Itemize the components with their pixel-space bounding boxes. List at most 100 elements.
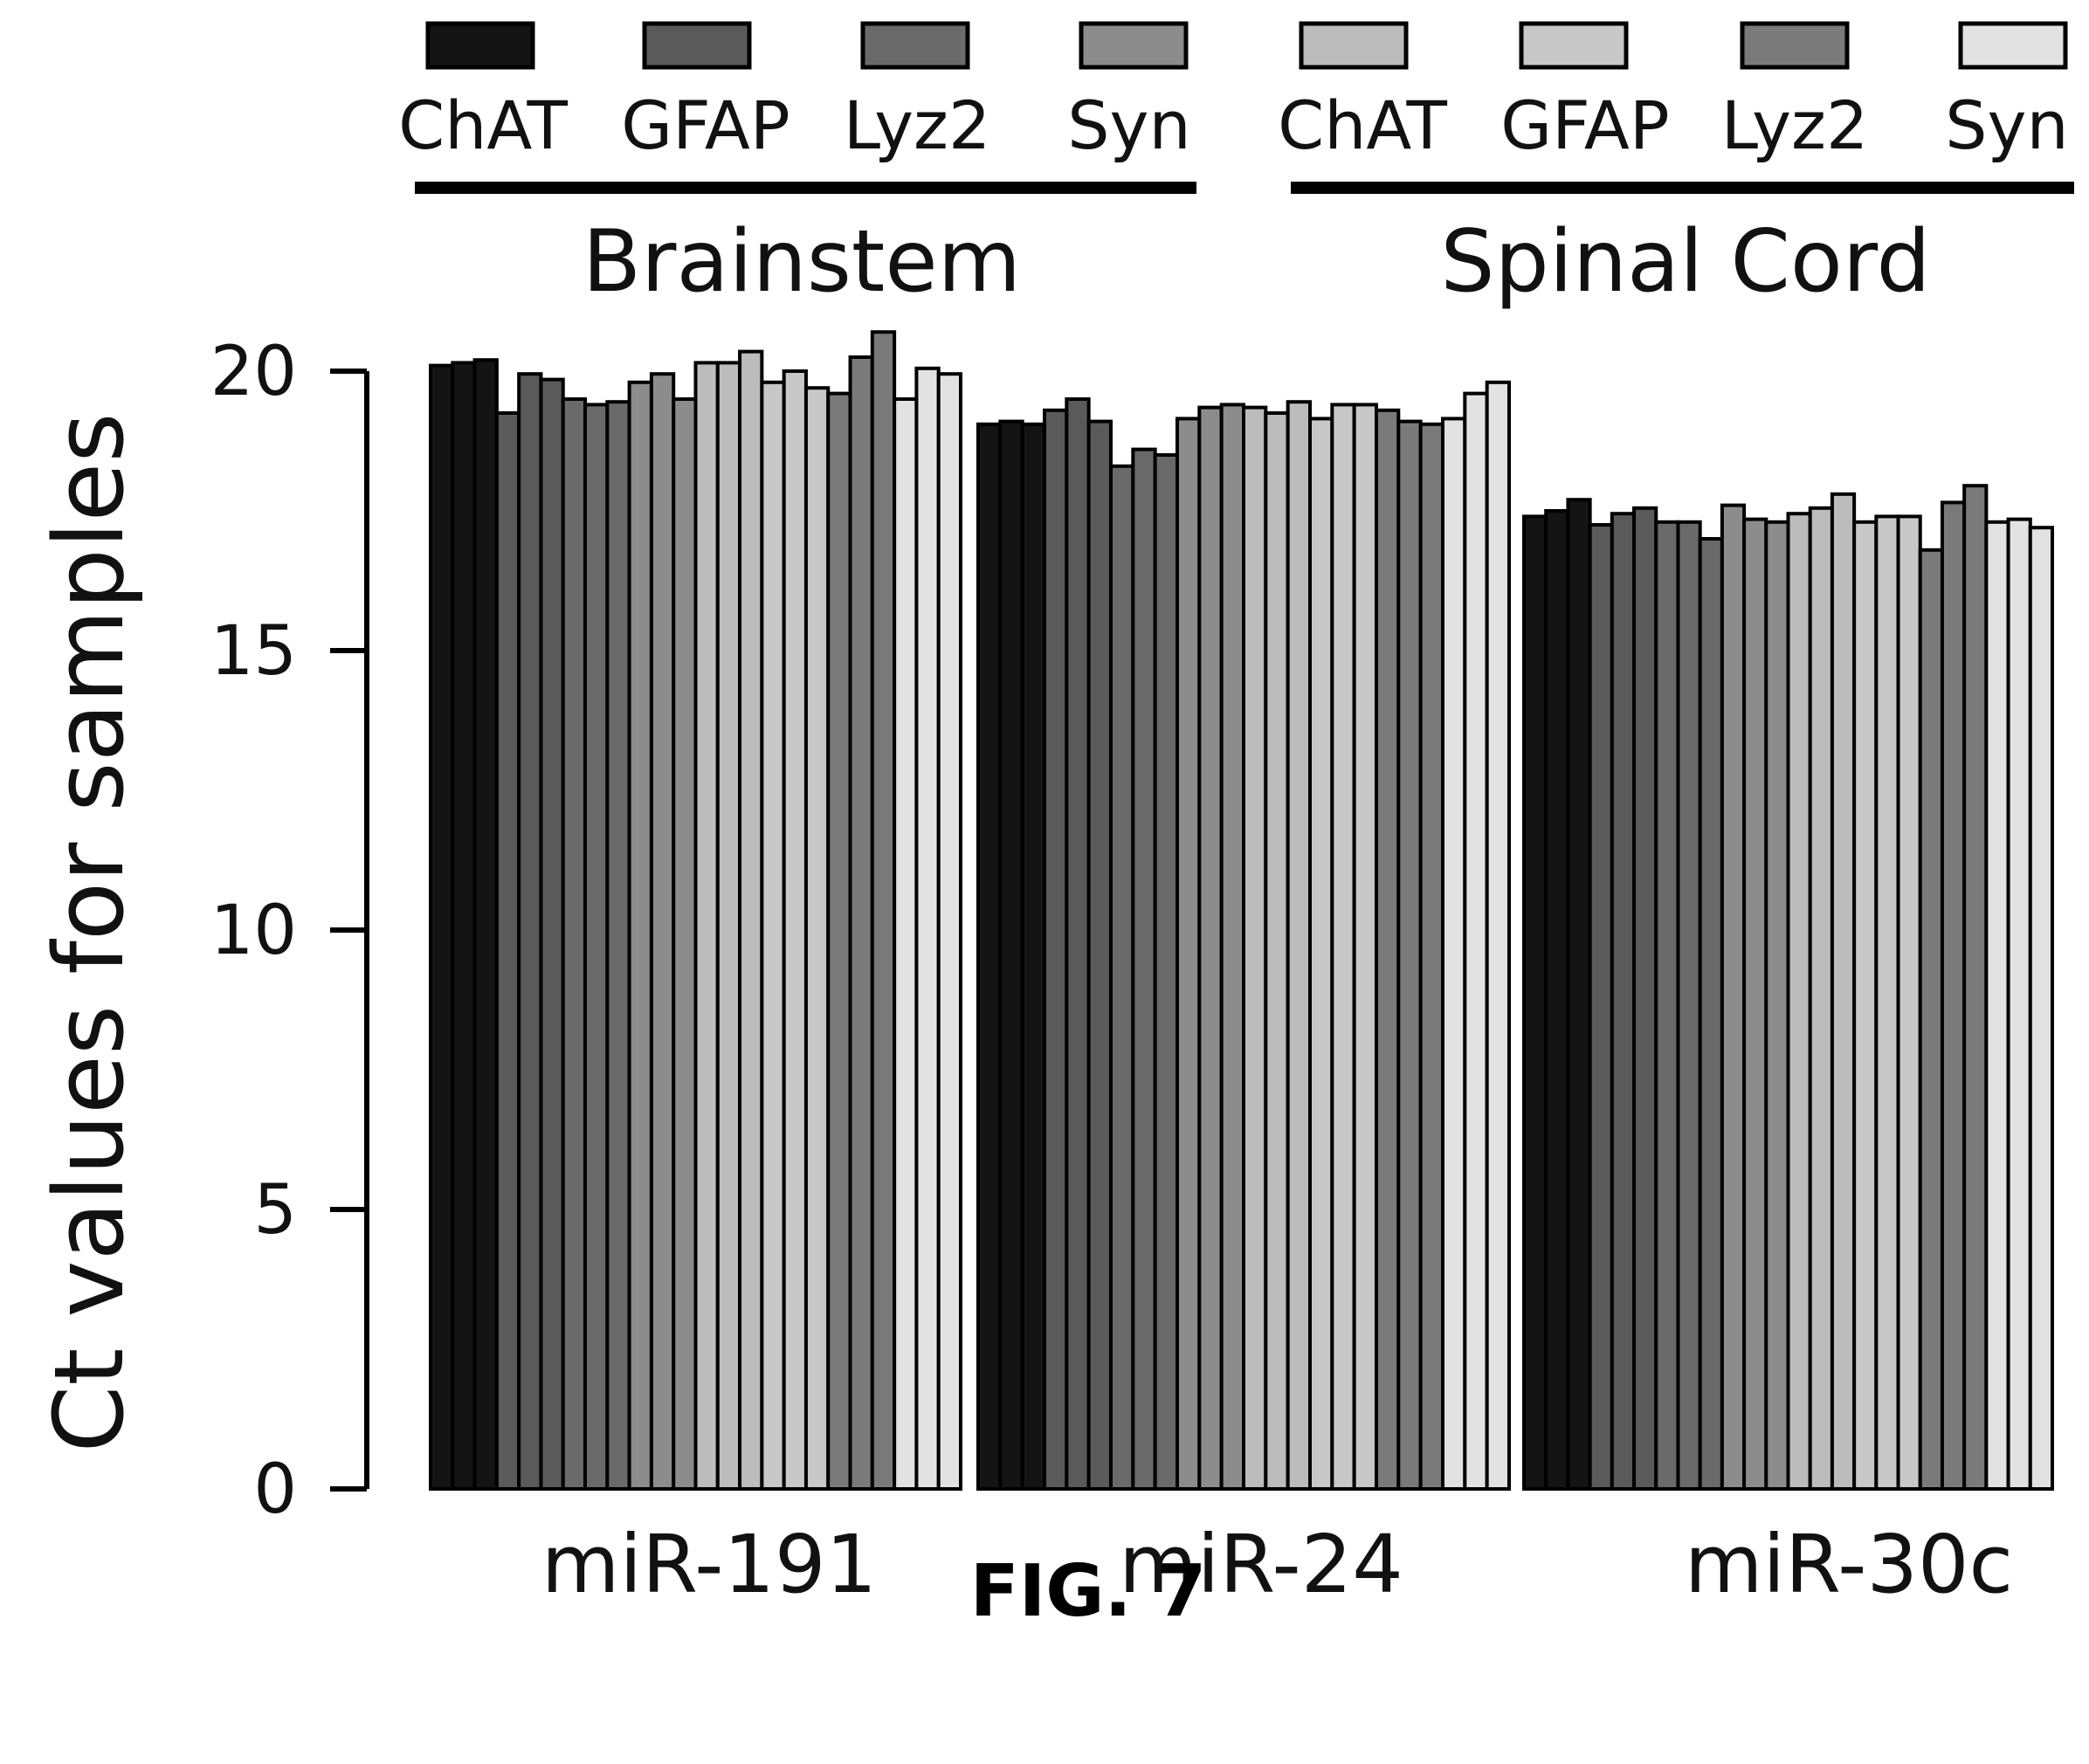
y-ticks: 0 5 10 15 20 [210, 333, 367, 1529]
bar [1286, 400, 1313, 1492]
bar [2028, 526, 2055, 1492]
bar [1043, 408, 1069, 1491]
bar [1698, 537, 1724, 1491]
bar [803, 386, 831, 1492]
bar [1874, 514, 1900, 1491]
bar [738, 349, 764, 1492]
bar [760, 380, 786, 1491]
bar [1131, 447, 1157, 1491]
y-tick-label: 0 [253, 1450, 297, 1529]
bar [1566, 498, 1592, 1492]
bar [1962, 484, 1989, 1492]
bar [1940, 500, 1967, 1491]
bar [429, 363, 455, 1492]
bar [1522, 514, 1548, 1491]
bar [1918, 548, 1944, 1491]
bar [1786, 512, 1812, 1492]
legend-label-spinal-chat: ChAT [1278, 86, 1447, 164]
bar [1352, 403, 1379, 1491]
bar [1396, 419, 1423, 1492]
bar [1632, 506, 1658, 1491]
legend: ChAT GFAP Lyz2 Syn Brainstem ChAT GFAP L… [398, 21, 2074, 312]
bar [1852, 520, 1879, 1491]
legend-swatch-brainstem-lyz2 [860, 21, 970, 70]
bar [1544, 509, 1570, 1491]
category-labels: miR-191 miR-24 miR-30c [541, 1518, 2013, 1611]
bar [1485, 380, 1512, 1491]
bar [1153, 453, 1180, 1491]
bar [672, 397, 698, 1491]
bar-group-mir-191 [429, 330, 962, 1492]
bar [1020, 422, 1047, 1491]
bar [605, 400, 631, 1492]
bar [1242, 405, 1268, 1492]
bar [517, 372, 543, 1492]
bar [914, 366, 941, 1491]
category-label: miR-30c [1685, 1518, 2013, 1611]
bar [539, 377, 565, 1492]
bar [1375, 408, 1401, 1491]
category-label: miR-191 [541, 1518, 877, 1611]
bar [936, 372, 962, 1492]
bar-group-mir-30c [1522, 484, 2055, 1492]
bar [1418, 422, 1445, 1491]
bar [1654, 520, 1680, 1491]
legend-label-spinal-gfap: GFAP [1500, 86, 1669, 164]
bar [451, 361, 477, 1491]
legend-swatch-brainstem-gfap [642, 21, 752, 70]
y-axis: 0 5 10 15 20 Ct values for samples [33, 333, 369, 1529]
bar [649, 372, 676, 1492]
region-label-spinal-cord: Spinal Cord [1440, 212, 1930, 312]
bar [1830, 492, 1857, 1491]
bar [583, 403, 610, 1491]
bar [870, 330, 897, 1492]
bar [1588, 523, 1614, 1491]
legend-swatch-spinal-chat [1299, 21, 1409, 70]
bar [1764, 520, 1790, 1491]
bar [1742, 517, 1768, 1491]
bar [1109, 464, 1135, 1491]
legend-swatch-brainstem-syn [1079, 21, 1189, 70]
legend-label-brainstem-gfap: GFAP [621, 86, 789, 164]
y-tick-label: 20 [210, 333, 297, 411]
region-label-brainstem: Brainstem [583, 212, 1021, 312]
bar [627, 380, 653, 1491]
bar [782, 369, 808, 1491]
bar [848, 355, 874, 1491]
legend-swatch-brainstem-chat [425, 21, 535, 70]
bar [472, 358, 499, 1492]
bar [2006, 517, 2032, 1491]
y-tick-label: 15 [210, 612, 297, 691]
bar [1197, 405, 1224, 1492]
legend-label-brainstem-lyz2: Lyz2 [844, 86, 991, 164]
bar [1441, 417, 1467, 1491]
bar [494, 411, 521, 1491]
y-tick-label: 10 [210, 892, 297, 970]
y-tick-label: 5 [253, 1171, 297, 1250]
bar [1330, 403, 1356, 1491]
bar [715, 361, 742, 1491]
bar [1896, 514, 1922, 1491]
category-label: miR-24 [1119, 1518, 1403, 1611]
bars [429, 330, 2055, 1492]
bar [1086, 419, 1113, 1492]
bar [561, 397, 588, 1491]
legend-label-spinal-syn: Syn [1945, 86, 2068, 164]
bar [1065, 397, 1091, 1491]
bar [1720, 503, 1747, 1491]
bar [1463, 391, 1489, 1492]
legend-swatch-spinal-gfap [1519, 21, 1629, 70]
legend-group-brainstem: ChAT GFAP Lyz2 Syn Brainstem [398, 21, 1196, 312]
bar [1610, 512, 1637, 1492]
bar [1219, 403, 1246, 1491]
legend-swatch-spinal-syn [1958, 21, 2068, 70]
bar [976, 422, 1003, 1491]
bar [1808, 506, 1834, 1491]
bar [693, 361, 720, 1491]
bar [893, 397, 919, 1491]
bar [1175, 417, 1202, 1491]
bar [1264, 411, 1290, 1491]
bar [826, 391, 852, 1492]
legend-group-spinal-cord: ChAT GFAP Lyz2 Syn Spinal Cord [1278, 21, 2074, 312]
